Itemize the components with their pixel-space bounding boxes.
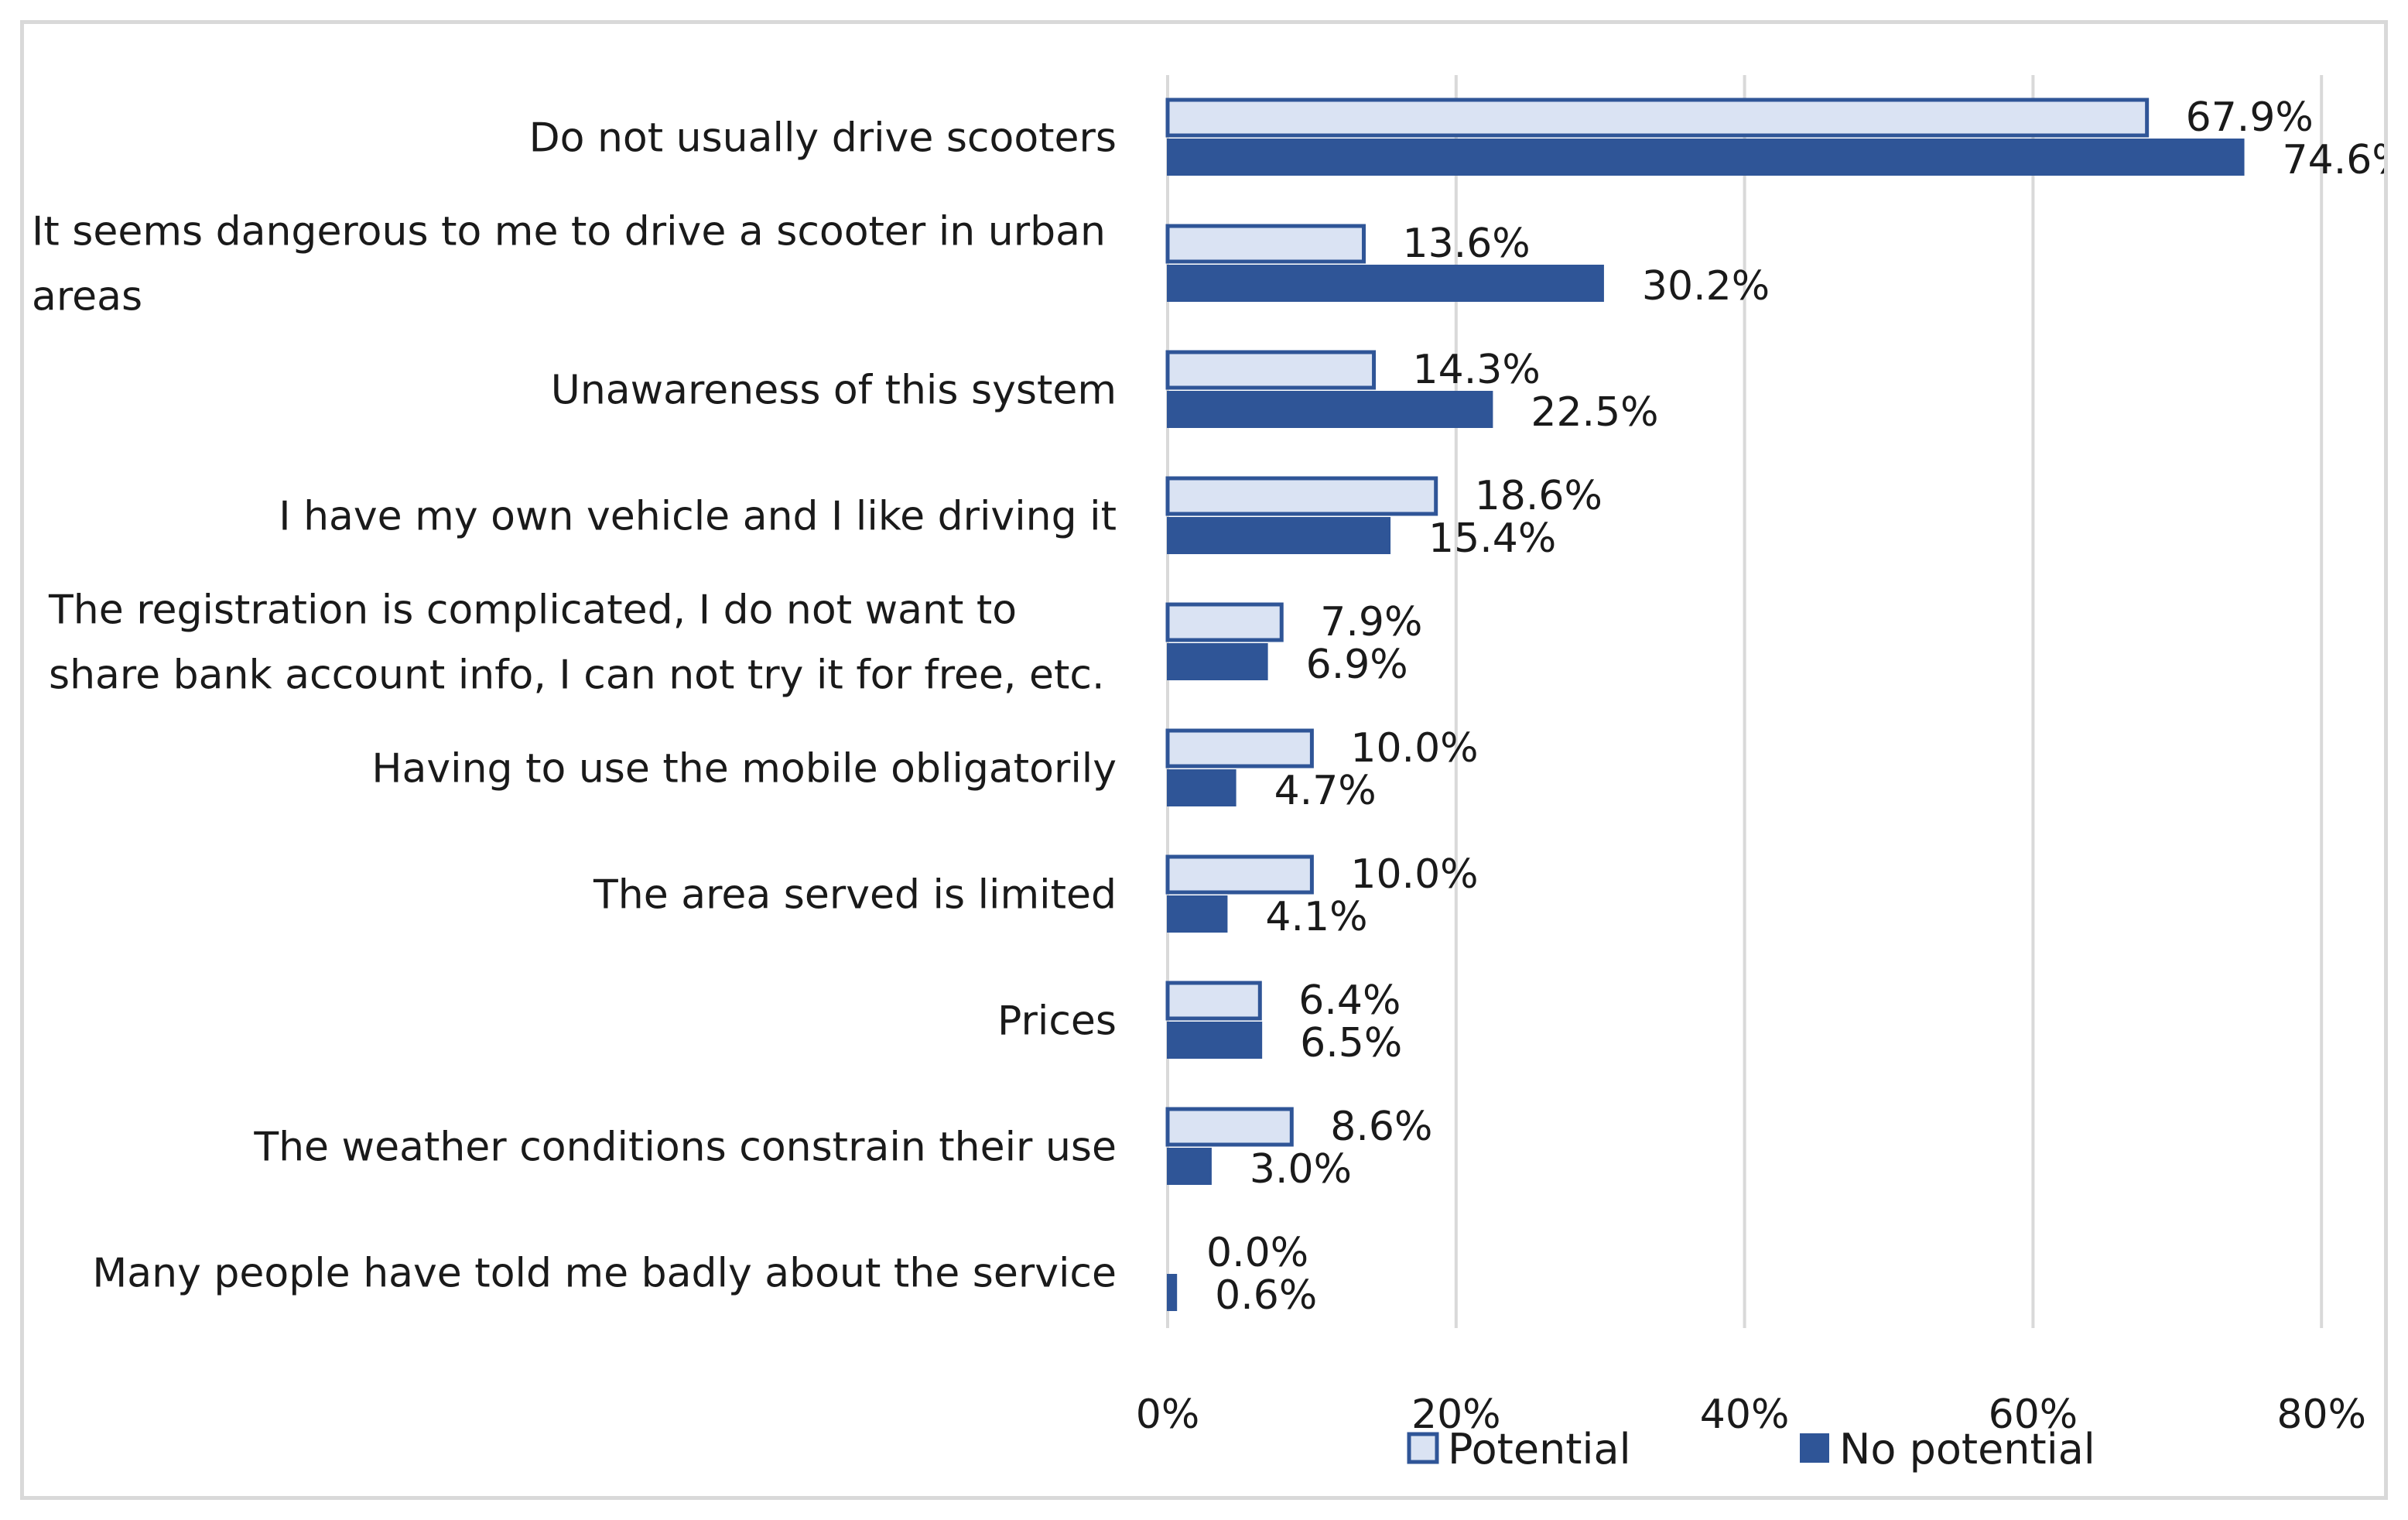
category-label: It seems dangerous to me to drive a scoo… (32, 209, 1106, 320)
value-label-no-potential: 30.2% (1642, 263, 1770, 310)
category-label-line: share bank account info, I can not try i… (49, 652, 1104, 699)
category-label: The area served is limited (593, 872, 1117, 919)
value-label-no-potential: 4.1% (1265, 894, 1367, 940)
bar-no-potential (1167, 769, 1236, 806)
value-label-no-potential: 74.6% (2283, 137, 2384, 183)
bar-potential (1165, 98, 2150, 138)
category-label: I have my own vehicle and I like driving… (279, 494, 1117, 540)
value-label-no-potential: 22.5% (1531, 389, 1658, 436)
category-label: Unawareness of this system (551, 368, 1117, 414)
value-label-no-potential: 3.0% (1250, 1146, 1352, 1193)
category-label: Having to use the mobile obligatorily (371, 746, 1117, 793)
bar-no-potential (1167, 391, 1493, 428)
bar-no-potential (1167, 643, 1268, 680)
bar-no-potential (1167, 139, 2245, 176)
x-tick-label: 20% (1411, 1392, 1501, 1438)
value-label-no-potential: 15.4% (1428, 515, 1556, 562)
bar-no-potential (1167, 265, 1604, 302)
bar-no-potential (1167, 895, 1228, 933)
value-label-no-potential: 0.6% (1215, 1272, 1317, 1319)
value-label-potential: 67.9% (2186, 94, 2314, 141)
x-axis-ticks: 0% 20% 40% 60% 80% (1136, 1392, 2366, 1438)
bar-potential (1165, 476, 1438, 516)
category-label-line: areas (32, 274, 142, 320)
bar-potential (1165, 602, 1284, 642)
value-labels: 67.9%74.6% 13.6% 30.2% 14.3%22.5% 18.6%15.4%… (1206, 94, 2384, 1319)
legend-swatch-potential (1407, 1432, 1439, 1464)
x-tick-label: 40% (1700, 1392, 1790, 1438)
bar-chart: Do not usually drive scooters It seems da… (32, 75, 2384, 1474)
bar-potential (1165, 728, 1314, 769)
bar-no-potential (1167, 1148, 1212, 1185)
bar-potential (1165, 1107, 1294, 1147)
category-label: Many people have told me badly about the… (92, 1251, 1117, 1297)
bar-potential (1165, 981, 1262, 1021)
chart-frame: Do not usually drive scooters It seems da… (20, 20, 2388, 1500)
category-label: The registration is complicated, I do no… (48, 587, 1104, 699)
value-label-potential: 6.4% (1298, 977, 1401, 1024)
x-tick-label: 0% (1136, 1392, 1200, 1438)
legend-swatch-no-potential (1800, 1433, 1829, 1463)
value-label-potential: 0.0% (1206, 1230, 1308, 1276)
bar-no-potential (1167, 1022, 1263, 1059)
value-label-potential: 7.9% (1320, 599, 1422, 645)
value-label-potential: 8.6% (1330, 1104, 1432, 1150)
category-labels: Do not usually drive scooters It seems da… (32, 115, 1117, 1297)
bar-potential (1165, 224, 1366, 264)
value-label-potential: 13.6% (1403, 221, 1531, 267)
value-label-potential: 10.0% (1350, 725, 1478, 772)
bar-no-potential (1167, 517, 1391, 554)
legend-label-potential: Potential (1448, 1425, 1631, 1474)
category-label: Prices (997, 998, 1117, 1045)
category-label-line: It seems dangerous to me to drive a scoo… (32, 209, 1106, 255)
value-label-potential: 18.6% (1475, 473, 1602, 519)
x-tick-label: 80% (2276, 1392, 2366, 1438)
category-label: The weather conditions constrain their u… (253, 1125, 1117, 1171)
bar-no-potential (1167, 1274, 1178, 1311)
legend-label-no-potential: No potential (1839, 1425, 2095, 1474)
value-label-potential: 10.0% (1350, 851, 1478, 898)
bars (1165, 98, 2245, 1311)
x-tick-label: 60% (1989, 1392, 2078, 1438)
value-label-no-potential: 6.9% (1306, 642, 1408, 688)
bar-potential (1165, 350, 1377, 390)
category-label-line: The registration is complicated, I do no… (48, 587, 1017, 634)
legend: Potential No potential (1407, 1425, 2095, 1474)
bar-potential (1165, 854, 1314, 895)
value-label-no-potential: 4.7% (1274, 768, 1377, 814)
category-label: Do not usually drive scooters (529, 115, 1117, 162)
value-label-no-potential: 6.5% (1300, 1020, 1402, 1066)
value-label-potential: 14.3% (1413, 347, 1541, 393)
